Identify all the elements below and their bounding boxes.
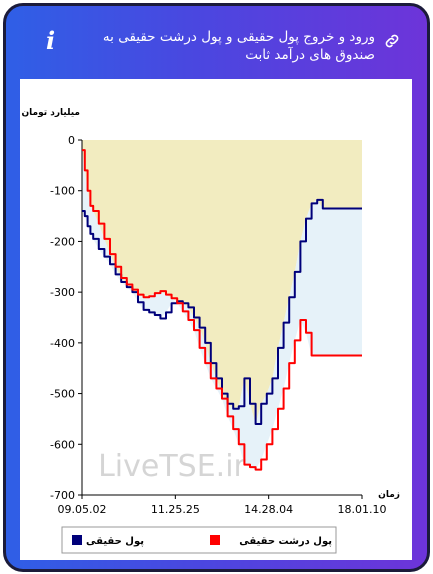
legend-swatch-1 [72, 535, 82, 545]
y-tick-label: -300 [50, 286, 75, 299]
y-tick-label: -500 [50, 388, 75, 401]
watermark: LiveTSE.ir [98, 449, 246, 484]
y-tick-label: -400 [50, 337, 75, 350]
y-tick-label: -600 [50, 438, 75, 451]
info-icon[interactable]: i [46, 26, 56, 55]
y-tick-label: -200 [50, 235, 75, 248]
link-icon[interactable] [383, 32, 401, 50]
chart-title: ورود و خروج پول حقیقی و پول درشت حقیقی ب… [102, 29, 375, 63]
card-header: i ورود و خروج پول حقیقی و پول درشت حقیقی… [6, 6, 427, 76]
chart-card: i ورود و خروج پول حقیقی و پول درشت حقیقی… [3, 3, 430, 572]
series-line-2 [82, 149, 362, 471]
legend-box [61, 526, 337, 554]
x-tick-label: 14.28.04 [244, 503, 293, 516]
legend-label-1: پول حقیقی [86, 536, 144, 547]
y-tick-label: -700 [50, 489, 75, 502]
y-axis-label: میلیارد تومان [21, 108, 80, 118]
x-axis-label: زمان [378, 490, 400, 500]
fill-area-upper [82, 140, 362, 424]
x-tick-label: 11.25.25 [151, 503, 200, 516]
x-tick-label: 09.05.02 [58, 503, 107, 516]
fill-area-between [82, 150, 362, 470]
chart-panel: میلیارد تومان زمان LiveTSE.ir 0 -100 -200 -… [20, 79, 412, 560]
legend: پول حقیقی پول درشت حقیقی [61, 526, 337, 554]
x-tick-label: 18.01.10 [338, 503, 387, 516]
line-chart: میلیارد تومان زمان LiveTSE.ir 0 -100 -200 -… [21, 108, 400, 554]
series-lines [82, 149, 362, 471]
fill-areas [82, 140, 362, 470]
y-tick-label: -100 [50, 185, 75, 198]
y-tick-label: 0 [68, 134, 75, 147]
legend-swatch-2 [210, 535, 220, 545]
legend-label-2: پول درشت حقیقی [239, 536, 332, 547]
